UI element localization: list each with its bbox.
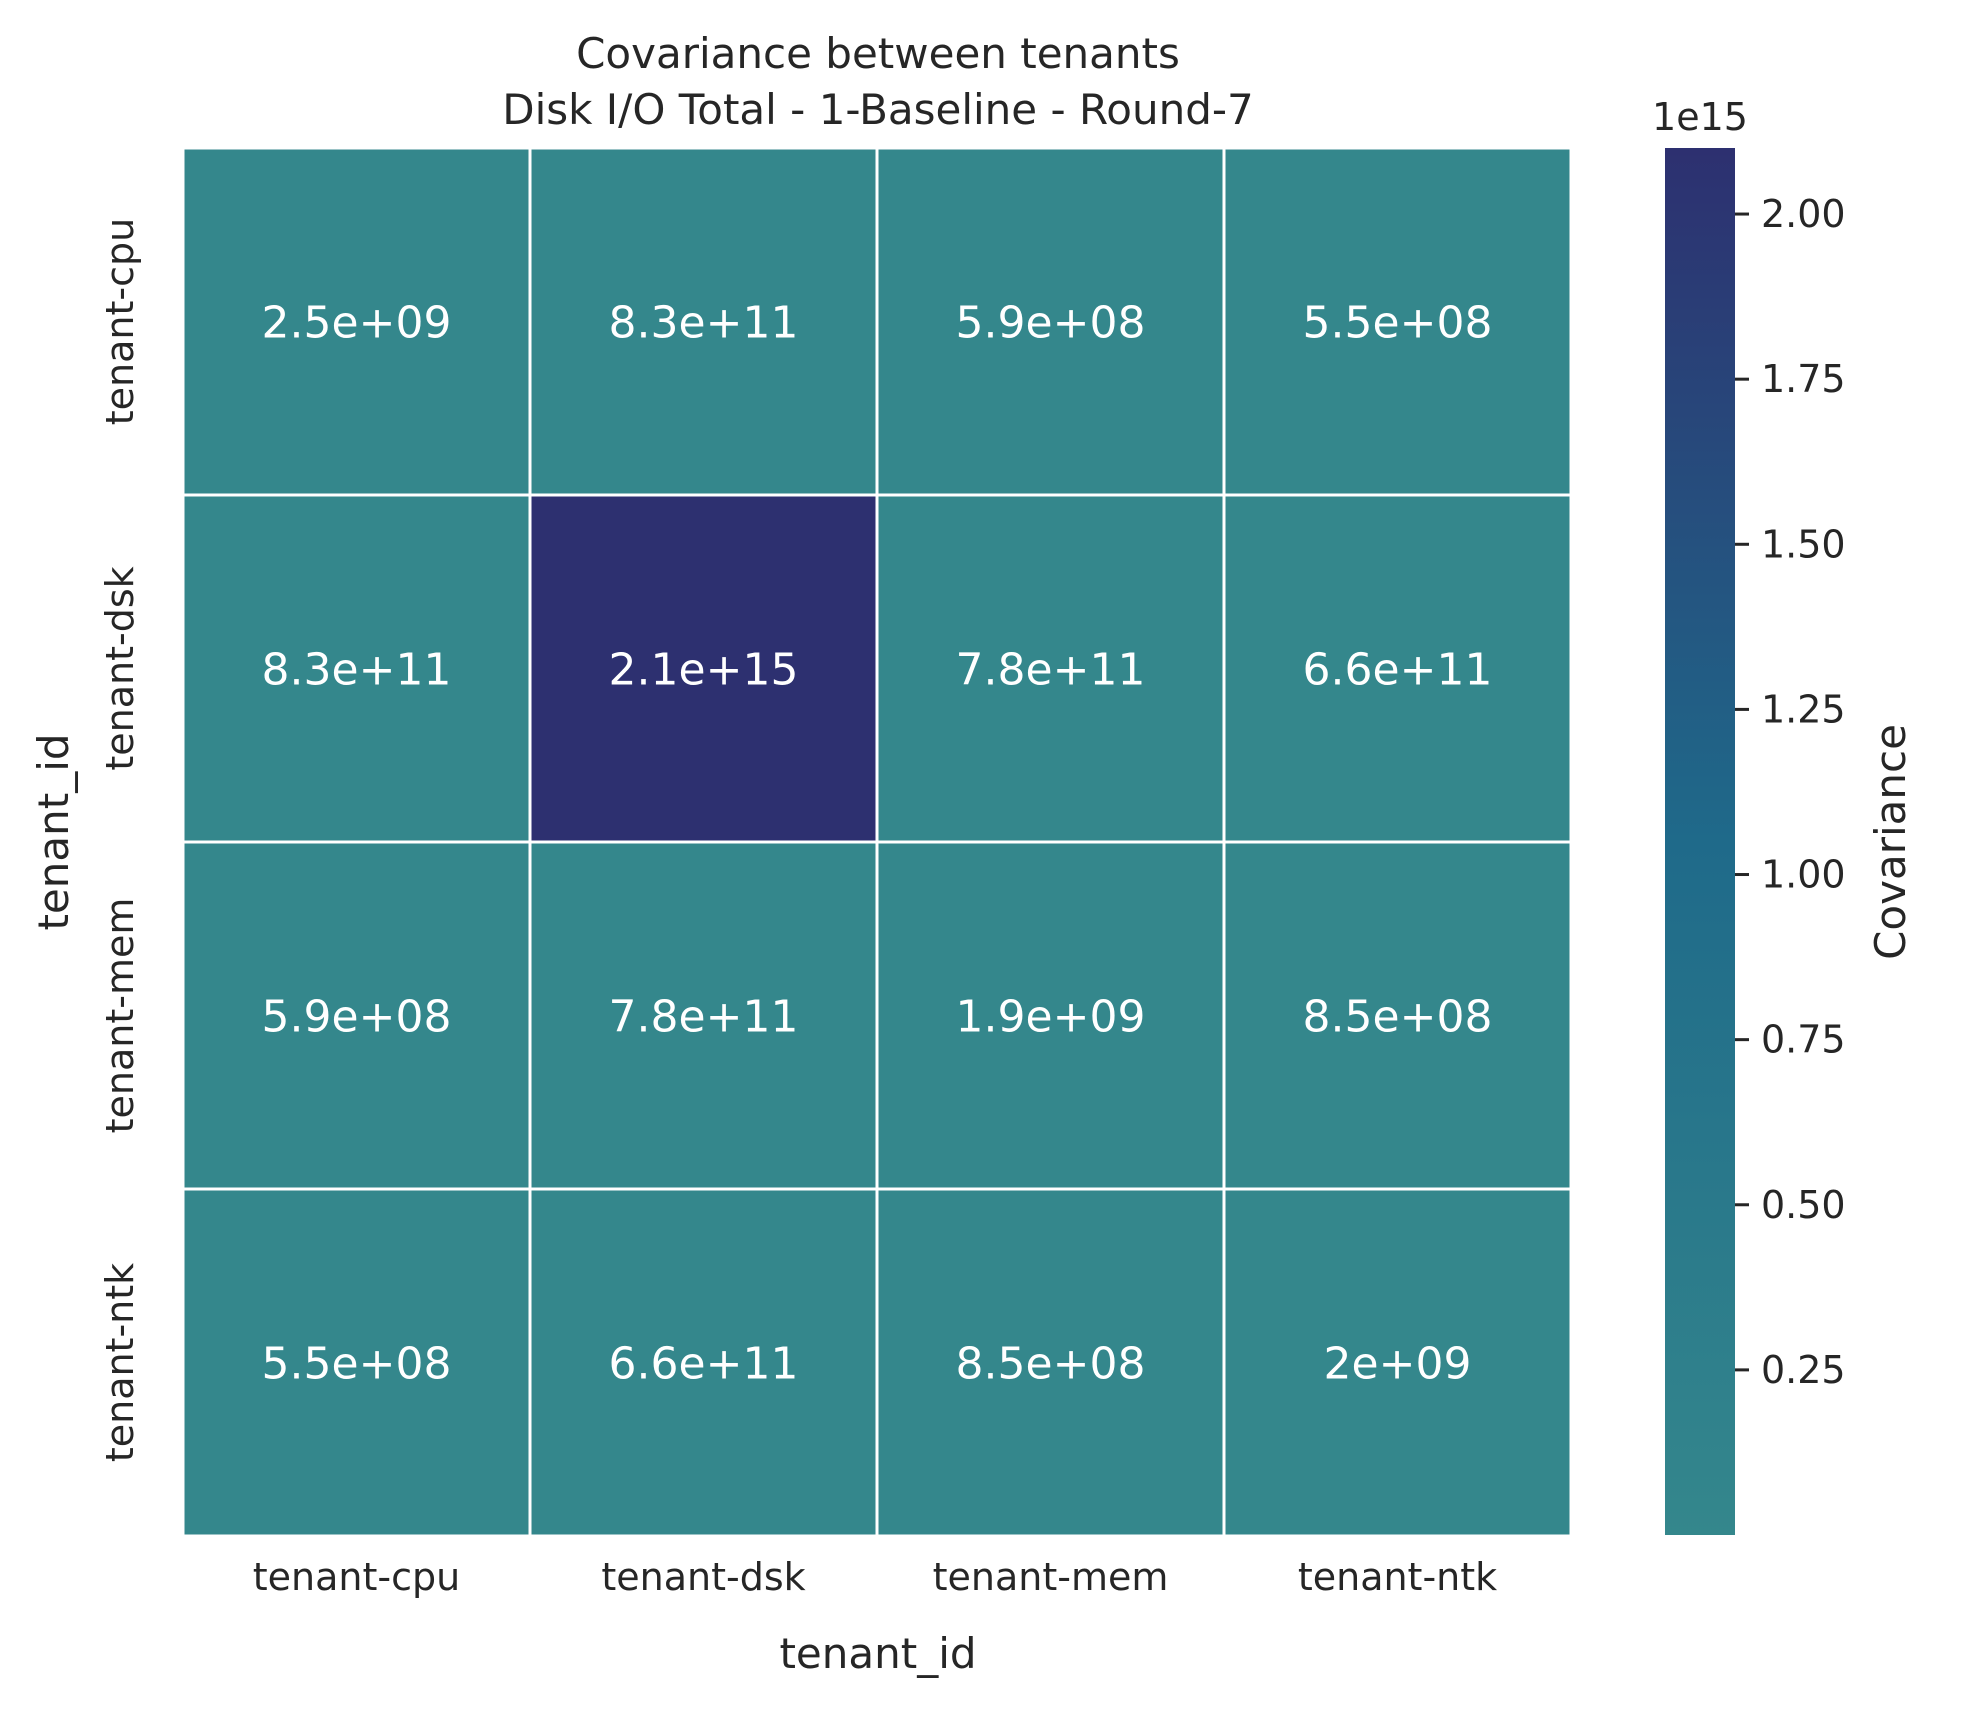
cell-annotation-r2-c1: 7.8e+11	[609, 992, 799, 1043]
x-tick-label-0: tenant-cpu	[253, 1555, 460, 1599]
colorbar-tick-label-3: 1.00	[1761, 853, 1846, 897]
y-tick-label-3: tenant-ntk	[98, 1263, 142, 1462]
colorbar-tick-label-0: 0.25	[1761, 1348, 1846, 1392]
cell-annotation-r3-c3: 2e+09	[1324, 1339, 1472, 1390]
cell-annotation-r1-c1: 2.1e+15	[609, 645, 799, 696]
heatmap-cells: 2.5e+09 8.3e+11 5.9e+08 5.5e+08 8.3e+11 2.1e+…	[181, 146, 1573, 1538]
colorbar-offset-text: 1e15	[1652, 95, 1748, 139]
heatmap-cell-r3-c2	[875, 1187, 1226, 1538]
heatmap-cell-r0-c3	[1222, 146, 1573, 497]
heatmap-cell-r1-c3	[1222, 493, 1573, 844]
y-axis-ticks: tenant-cpu tenant-dsk tenant-mem tenant-ntk	[98, 218, 142, 1462]
cell-annotation-r3-c1: 6.6e+11	[609, 1339, 799, 1390]
colorbar-tick-label-1: 0.50	[1761, 1183, 1846, 1227]
x-axis-ticks: tenant-cpu tenant-dsk tenant-mem tenant-ntk	[253, 1555, 1497, 1599]
heatmap-cell-r0-c2	[875, 146, 1226, 497]
y-tick-label-1: tenant-dsk	[98, 566, 142, 770]
heatmap-cell-r0-c1	[528, 146, 879, 497]
cell-annotation-r1-c0: 8.3e+11	[262, 645, 452, 696]
cell-annotation-r3-c2: 8.5e+08	[956, 1339, 1146, 1390]
cell-annotation-r0-c1: 8.3e+11	[609, 298, 799, 349]
heatmap-cell-r2-c1	[528, 840, 879, 1191]
cell-annotation-r0-c3: 5.5e+08	[1303, 298, 1493, 349]
heatmap-cell-r2-c3	[1222, 840, 1573, 1191]
heatmap-cell-r1-c0	[181, 493, 532, 844]
heatmap-cell-r0-c0	[181, 146, 532, 497]
y-tick-label-2: tenant-mem	[98, 898, 142, 1134]
cell-annotation-r0-c2: 5.9e+08	[956, 298, 1146, 349]
x-axis-label: tenant_id	[779, 1629, 976, 1678]
colorbar-tick-label-6: 1.75	[1761, 357, 1846, 401]
chart-title-line1: Covariance between tenants	[576, 29, 1180, 78]
cell-annotation-r2-c2: 1.9e+09	[956, 992, 1146, 1043]
chart-title-line2: Disk I/O Total - 1-Baseline - Round-7	[502, 85, 1254, 134]
y-tick-label-0: tenant-cpu	[98, 218, 142, 425]
cell-annotation-r1-c3: 6.6e+11	[1303, 645, 1493, 696]
heatmap-cell-r3-c1	[528, 1187, 879, 1538]
colorbar-ticks: 0.25 0.50 0.75 1.00 1.25 1.50 1.75 2.00	[1735, 192, 1846, 1392]
x-tick-label-3: tenant-ntk	[1298, 1555, 1497, 1599]
y-axis-label: tenant_id	[29, 733, 78, 930]
heatmap-cell-r1-c1	[528, 493, 879, 844]
colorbar-tick-label-2: 0.75	[1761, 1018, 1846, 1062]
cell-annotation-r2-c0: 5.9e+08	[262, 992, 452, 1043]
x-tick-label-2: tenant-mem	[933, 1555, 1169, 1599]
x-tick-label-1: tenant-dsk	[601, 1555, 805, 1599]
colorbar-label: Covariance	[1866, 724, 1915, 960]
cell-annotation-r0-c0: 2.5e+09	[262, 298, 452, 349]
cell-annotation-r1-c2: 7.8e+11	[956, 645, 1146, 696]
heatmap-cell-r3-c0	[181, 1187, 532, 1538]
colorbar-tick-label-5: 1.50	[1761, 522, 1846, 566]
colorbar	[1665, 148, 1735, 1535]
colorbar-tick-label-4: 1.25	[1761, 687, 1846, 731]
cell-annotation-r2-c3: 8.5e+08	[1303, 992, 1493, 1043]
cell-annotation-r3-c0: 5.5e+08	[262, 1339, 452, 1390]
colorbar-tick-label-7: 2.00	[1761, 192, 1846, 236]
heatmap-cell-r3-c3	[1222, 1187, 1573, 1538]
